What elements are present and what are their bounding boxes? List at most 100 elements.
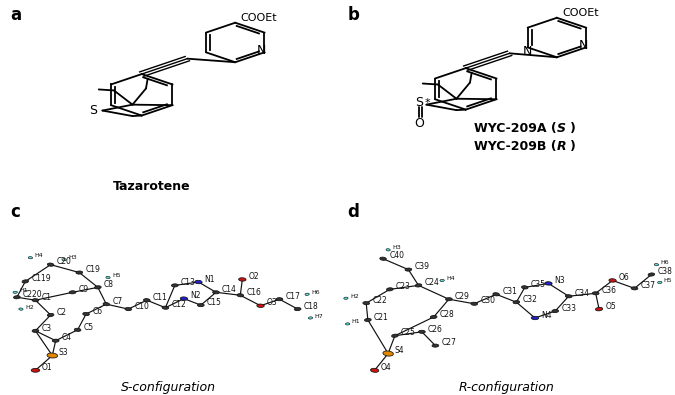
Text: C20: C20 [57,258,72,266]
Ellipse shape [19,308,23,310]
Ellipse shape [32,329,38,332]
Ellipse shape [364,318,371,322]
Text: *: * [425,98,430,108]
Text: C15: C15 [207,298,222,307]
Text: N4: N4 [541,311,551,320]
Ellipse shape [387,288,393,291]
Ellipse shape [257,304,264,307]
Text: N3: N3 [555,276,565,285]
Ellipse shape [631,287,638,290]
Ellipse shape [654,263,659,266]
Text: H4: H4 [446,276,455,281]
Text: C11: C11 [153,293,167,302]
Text: WYC-209B (: WYC-209B ( [475,140,557,152]
Text: H2: H2 [25,305,34,310]
Text: H5: H5 [664,278,672,283]
Text: ): ) [570,140,576,152]
Ellipse shape [213,291,219,294]
Text: H6: H6 [311,290,320,295]
Text: COOEt: COOEt [562,8,599,18]
Text: C38: C38 [657,267,672,276]
Text: C2: C2 [57,308,67,317]
Text: H1: H1 [19,288,28,293]
Ellipse shape [383,351,394,356]
Ellipse shape [74,328,81,331]
Ellipse shape [83,312,89,316]
Ellipse shape [545,282,552,285]
Ellipse shape [386,249,390,251]
Text: WYC-209A (: WYC-209A ( [474,122,557,135]
Text: Tazarotene: Tazarotene [113,180,190,193]
Ellipse shape [432,344,439,347]
Text: O3: O3 [267,299,277,307]
Text: C18: C18 [304,302,319,311]
Text: C27: C27 [441,339,456,347]
Text: N2: N2 [190,292,200,300]
Text: C31: C31 [502,287,517,296]
Text: S: S [415,96,423,109]
Text: S: S [89,104,97,117]
Text: C24: C24 [425,278,439,287]
Ellipse shape [493,293,500,296]
Text: C12: C12 [171,301,186,309]
Text: S-configuration: S-configuration [122,381,216,393]
Ellipse shape [308,317,313,319]
Text: H6: H6 [660,260,669,265]
Ellipse shape [657,281,662,284]
Text: C8: C8 [104,280,114,289]
Text: C3: C3 [42,324,51,333]
Ellipse shape [392,334,398,337]
Text: C37: C37 [641,281,655,290]
Text: a: a [10,6,21,24]
Text: COOEt: COOEt [240,13,277,23]
Ellipse shape [648,273,655,276]
Ellipse shape [446,298,452,301]
Text: C32: C32 [522,295,537,304]
Text: C34: C34 [575,289,590,298]
Text: C39: C39 [414,262,429,271]
Ellipse shape [531,316,539,320]
Ellipse shape [95,286,101,289]
Text: C35: C35 [531,280,546,289]
Text: C119: C119 [31,274,51,283]
Text: C7: C7 [112,297,123,306]
Text: c: c [10,203,20,222]
Text: C29: C29 [455,292,470,301]
Text: C36: C36 [602,286,617,295]
Text: H4: H4 [34,253,43,258]
Text: O4: O4 [381,363,392,372]
Text: H1: H1 [352,320,360,324]
Ellipse shape [418,330,425,333]
Text: N: N [257,44,267,57]
Ellipse shape [195,280,202,284]
Text: C21: C21 [374,313,389,322]
Ellipse shape [62,259,66,261]
Ellipse shape [106,276,110,278]
Text: C25: C25 [401,329,416,337]
Ellipse shape [305,293,309,295]
Ellipse shape [125,308,132,310]
Ellipse shape [566,295,572,298]
Ellipse shape [31,369,40,372]
Ellipse shape [239,278,246,281]
Ellipse shape [344,297,348,299]
Ellipse shape [380,257,386,260]
Text: C16: C16 [246,288,261,297]
Text: N1: N1 [205,275,215,284]
Ellipse shape [522,286,528,289]
Text: H3: H3 [392,245,401,250]
Ellipse shape [552,310,558,312]
Ellipse shape [405,268,412,271]
Ellipse shape [70,291,76,294]
Text: C17: C17 [286,292,300,301]
Ellipse shape [14,295,20,299]
Ellipse shape [13,291,18,293]
Ellipse shape [346,323,350,325]
Text: S: S [557,122,566,135]
Ellipse shape [180,297,188,300]
Ellipse shape [595,307,603,311]
Ellipse shape [22,280,28,283]
Ellipse shape [440,279,444,282]
Text: H3: H3 [68,255,77,260]
Text: H2: H2 [350,294,358,299]
